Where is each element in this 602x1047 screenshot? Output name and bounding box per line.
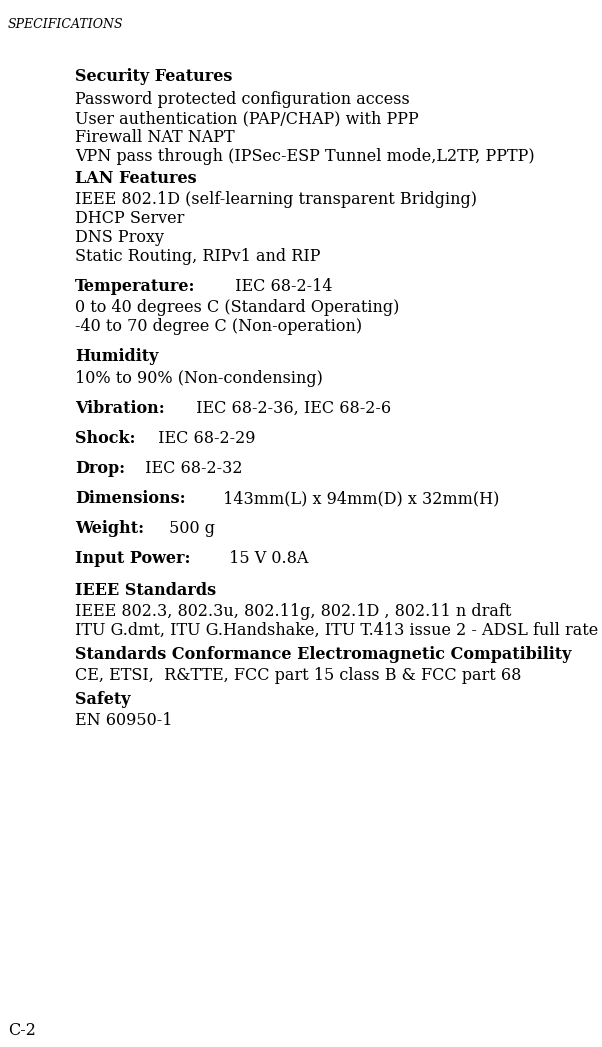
Text: CE, ETSI,  R&TTE, FCC part 15 class B & FCC part 68: CE, ETSI, R&TTE, FCC part 15 class B & F…	[75, 667, 521, 684]
Text: DHCP Server: DHCP Server	[75, 210, 184, 227]
Text: LAN Features: LAN Features	[75, 170, 197, 187]
Text: IEC 68-2-36, IEC 68-2-6: IEC 68-2-36, IEC 68-2-6	[191, 400, 391, 417]
Text: IEEE Standards: IEEE Standards	[75, 582, 216, 599]
Text: Input Power:: Input Power:	[75, 550, 190, 567]
Text: Dimensions:: Dimensions:	[75, 490, 185, 507]
Text: EN 60950-1: EN 60950-1	[75, 712, 173, 729]
Text: Shock:: Shock:	[75, 430, 135, 447]
Text: Temperature:: Temperature:	[75, 279, 196, 295]
Text: Vibration:: Vibration:	[75, 400, 165, 417]
Text: 0 to 40 degrees C (Standard Operating): 0 to 40 degrees C (Standard Operating)	[75, 299, 399, 316]
Text: IEC 68-2-32: IEC 68-2-32	[140, 460, 242, 477]
Text: Security Features: Security Features	[75, 68, 232, 85]
Text: IEC 68-2-29: IEC 68-2-29	[153, 430, 256, 447]
Text: SPECIFICATIONS: SPECIFICATIONS	[8, 18, 123, 31]
Text: VPN pass through (IPSec-ESP Tunnel mode,L2TP, PPTP): VPN pass through (IPSec-ESP Tunnel mode,…	[75, 148, 535, 165]
Text: IEC 68-2-14: IEC 68-2-14	[231, 279, 333, 295]
Text: Safety: Safety	[75, 691, 131, 708]
Text: 500 g: 500 g	[164, 520, 215, 537]
Text: Password protected configuration access: Password protected configuration access	[75, 91, 410, 108]
Text: ITU G.dmt, ITU G.Handshake, ITU T.413 issue 2 - ADSL full rate: ITU G.dmt, ITU G.Handshake, ITU T.413 is…	[75, 622, 598, 639]
Text: 143mm(L) x 94mm(D) x 32mm(H): 143mm(L) x 94mm(D) x 32mm(H)	[218, 490, 499, 507]
Text: Static Routing, RIPv1 and RIP: Static Routing, RIPv1 and RIP	[75, 248, 320, 265]
Text: 10% to 90% (Non-condensing): 10% to 90% (Non-condensing)	[75, 370, 323, 387]
Text: C-2: C-2	[8, 1022, 36, 1039]
Text: Drop:: Drop:	[75, 460, 125, 477]
Text: Standards Conformance Electromagnetic Compatibility: Standards Conformance Electromagnetic Co…	[75, 646, 571, 663]
Text: 15 V 0.8A: 15 V 0.8A	[224, 550, 308, 567]
Text: Firewall NAT NAPT: Firewall NAT NAPT	[75, 129, 235, 146]
Text: Weight:: Weight:	[75, 520, 144, 537]
Text: IEEE 802.3, 802.3u, 802.11g, 802.1D , 802.11 n draft: IEEE 802.3, 802.3u, 802.11g, 802.1D , 80…	[75, 603, 511, 620]
Text: -40 to 70 degree C (Non-operation): -40 to 70 degree C (Non-operation)	[75, 318, 362, 335]
Text: DNS Proxy: DNS Proxy	[75, 229, 164, 246]
Text: Humidity: Humidity	[75, 348, 158, 365]
Text: User authentication (PAP/CHAP) with PPP: User authentication (PAP/CHAP) with PPP	[75, 110, 419, 127]
Text: IEEE 802.1D (self-learning transparent Bridging): IEEE 802.1D (self-learning transparent B…	[75, 191, 477, 208]
